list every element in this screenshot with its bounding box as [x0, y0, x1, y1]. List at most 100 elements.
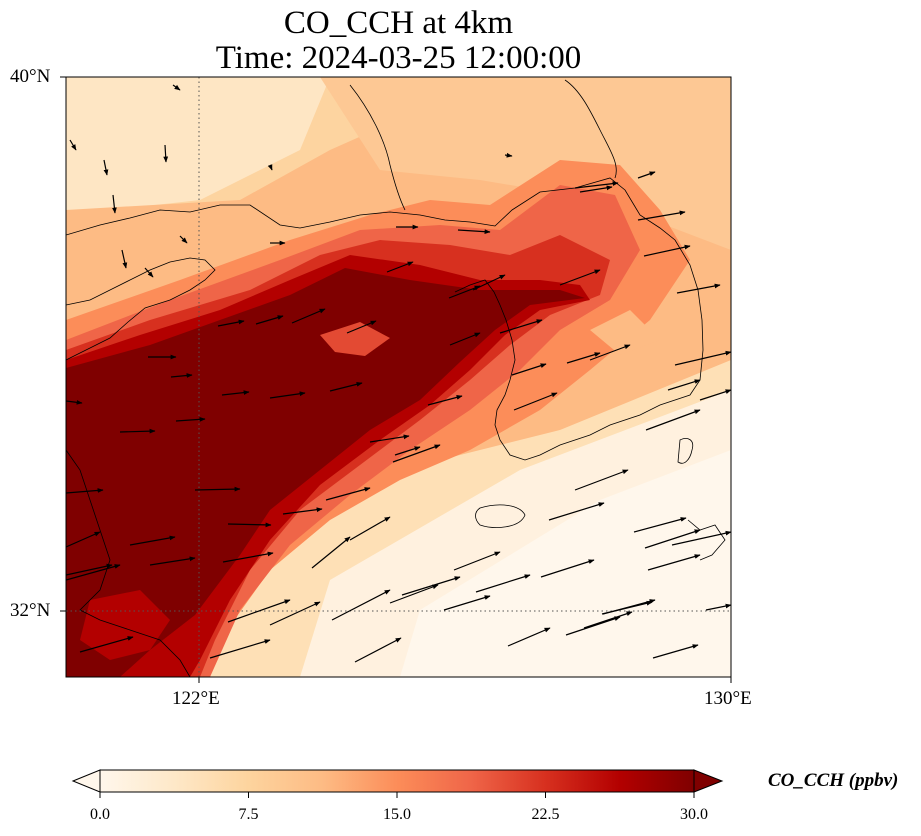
- wind-arrow: [129, 535, 176, 546]
- wind-arrow: [540, 559, 595, 578]
- wind-arrow: [267, 164, 273, 171]
- wind-arrow: [346, 320, 377, 334]
- wind-arrow: [507, 627, 551, 647]
- colorbar-extend-max: [693, 769, 724, 793]
- wind-arrow: [282, 507, 323, 515]
- co-field-layer: [66, 77, 731, 677]
- wind-arrow: [119, 428, 156, 434]
- wind-arrow: [222, 551, 274, 563]
- map-frame: [65, 76, 732, 678]
- wind-arrow: [647, 554, 701, 571]
- wind-arrow: [389, 584, 439, 604]
- wind-arrow: [427, 395, 463, 406]
- wind-arrow: [394, 446, 421, 456]
- wind-arrow: [472, 274, 506, 291]
- lon-tick-marks: [198, 677, 732, 683]
- wind-arrow: [579, 185, 613, 193]
- wind-arrow: [69, 139, 77, 151]
- wind-arrow: [565, 616, 621, 636]
- wind-arrow: [705, 603, 731, 611]
- wind-arrow: [194, 486, 241, 492]
- wind-arrow: [325, 487, 371, 501]
- wind-arrow: [583, 611, 633, 629]
- wind-arrow: [449, 332, 481, 346]
- wind-arrow: [633, 517, 687, 533]
- wind-arrow: [66, 563, 113, 576]
- wind-arrow: [643, 244, 691, 257]
- wind-arrow: [170, 373, 193, 378]
- lat-tick-label-40n: 40°N: [10, 66, 51, 87]
- wind-arrow: [66, 399, 83, 405]
- wind-arrow: [548, 502, 605, 521]
- wind-arrow: [637, 171, 656, 179]
- map-subtitle-time: Time: 2024-03-25 12:00:00: [215, 40, 582, 76]
- wind-arrow: [667, 379, 701, 391]
- wind-arrow: [369, 434, 410, 443]
- wind-arrow: [175, 416, 206, 422]
- wind-arrow: [499, 319, 543, 334]
- wind-arrow: [644, 529, 701, 549]
- wind-arrow: [331, 589, 391, 621]
- lat-tick-marks: [60, 76, 66, 612]
- gridlines: [66, 77, 731, 677]
- wind-arrow: [566, 352, 601, 364]
- colorbar-body: [99, 769, 695, 793]
- wind-arrow: [79, 636, 134, 653]
- colorbar-tick-label: 7.5: [238, 806, 259, 823]
- wind-arrow: [179, 235, 188, 244]
- wind-arrow: [112, 194, 117, 214]
- wind-arrow: [453, 551, 501, 571]
- wind-arrow: [645, 409, 701, 431]
- wind-arrow: [163, 144, 169, 163]
- wind-arrow: [291, 308, 326, 324]
- wind-arrow: [66, 531, 101, 548]
- wind-vectors: [66, 84, 731, 663]
- wind-arrow: [103, 159, 109, 176]
- wind-arrow: [513, 392, 558, 411]
- wind-arrow: [121, 249, 128, 269]
- colorbar-tick-label: 0.0: [90, 806, 110, 823]
- wind-arrow: [66, 564, 121, 581]
- wind-arrow: [386, 261, 414, 273]
- wind-arrow: [448, 285, 481, 299]
- wind-arrow: [269, 601, 321, 626]
- colorbar-tick-label: 15.0: [383, 806, 411, 823]
- wind-arrow: [637, 210, 686, 221]
- wind-arrow: [349, 516, 391, 541]
- lon-tick-label-122e: 122°E: [172, 688, 220, 709]
- wind-arrow: [149, 556, 196, 566]
- wind-arrow: [221, 390, 250, 396]
- wind-arrow: [457, 229, 491, 235]
- wind-arrow: [209, 639, 271, 659]
- colorbar-tick-label: 30.0: [680, 806, 708, 823]
- wind-arrow: [674, 350, 731, 366]
- map-title: CO_CCH at 4km: [283, 5, 514, 41]
- wind-arrow: [676, 283, 721, 294]
- wind-arrow: [589, 344, 631, 361]
- lat-tick-label-32n: 32°N: [10, 600, 51, 621]
- wind-arrow: [652, 644, 699, 659]
- wind-arrow: [217, 319, 245, 327]
- wind-arrow: [511, 363, 547, 376]
- colorbar: [71, 769, 724, 798]
- colorbar-tick-label: 22.5: [531, 806, 560, 823]
- wind-arrow: [255, 315, 284, 325]
- wind-arrow: [392, 444, 441, 463]
- lon-tick-label-130e: 130°E: [704, 688, 752, 709]
- coastlines: [66, 79, 726, 677]
- colorbar-extend-min: [71, 769, 101, 793]
- wind-arrow: [227, 522, 272, 528]
- wind-arrow: [475, 574, 531, 593]
- wind-arrow: [269, 391, 306, 399]
- wind-arrow: [329, 381, 363, 392]
- wind-arrow: [227, 599, 291, 623]
- wind-arrow: [559, 269, 601, 286]
- wind-arrow: [443, 595, 491, 611]
- wind-arrow: [144, 267, 154, 278]
- wind-arrow: [401, 576, 461, 596]
- wind-arrow: [602, 599, 656, 615]
- wind-arrow: [699, 389, 731, 401]
- wind-arrow: [504, 152, 513, 158]
- wind-arrow: [66, 488, 104, 494]
